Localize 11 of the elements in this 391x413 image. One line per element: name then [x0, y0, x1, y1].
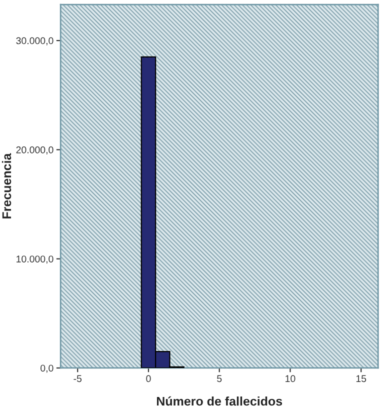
x-axis-title: Número de fallecidos: [156, 396, 282, 406]
x-tick-label: 5: [217, 375, 222, 382]
y-tick-label: 30.000,0: [16, 37, 54, 46]
x-tick-label: 0: [146, 375, 151, 382]
x-tick-label: 10: [286, 375, 296, 382]
y-tick-label: 20.000,0: [16, 146, 54, 154]
y-tick-label: 10.000,0: [16, 256, 54, 264]
x-tick-label: 15: [356, 375, 366, 382]
y-axis-title: Frecuencia: [2, 153, 12, 218]
y-tick-label: 0,0: [40, 364, 54, 373]
x-tick-label: -5: [74, 375, 82, 382]
